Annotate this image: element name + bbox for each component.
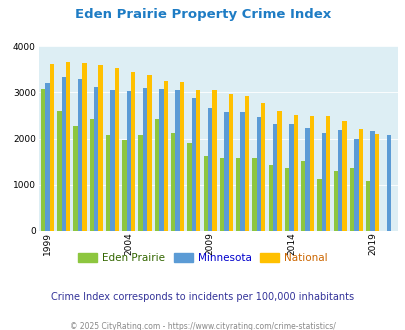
Bar bbox=[171, 133, 175, 231]
Bar bbox=[358, 129, 362, 231]
Bar bbox=[228, 94, 232, 231]
Bar bbox=[277, 111, 281, 231]
Bar bbox=[175, 90, 179, 231]
Text: © 2025 CityRating.com - https://www.cityrating.com/crime-statistics/: © 2025 CityRating.com - https://www.city… bbox=[70, 322, 335, 330]
Bar bbox=[90, 119, 94, 231]
Bar bbox=[147, 75, 151, 231]
Bar bbox=[272, 124, 277, 231]
Bar bbox=[115, 68, 119, 231]
Bar bbox=[353, 139, 358, 231]
Bar bbox=[349, 168, 353, 231]
Bar bbox=[57, 111, 62, 231]
Bar bbox=[284, 168, 288, 231]
Bar bbox=[252, 158, 256, 231]
Bar bbox=[374, 134, 378, 231]
Bar bbox=[98, 65, 102, 231]
Bar bbox=[62, 77, 66, 231]
Bar bbox=[260, 103, 265, 231]
Bar bbox=[187, 143, 191, 231]
Bar bbox=[163, 81, 168, 231]
Bar bbox=[309, 116, 313, 231]
Bar bbox=[212, 90, 216, 231]
Bar bbox=[317, 179, 321, 231]
Bar bbox=[370, 131, 374, 231]
Bar bbox=[337, 130, 341, 231]
Bar bbox=[49, 64, 54, 231]
Bar bbox=[196, 90, 200, 231]
Bar bbox=[207, 108, 212, 231]
Bar bbox=[321, 133, 325, 231]
Bar bbox=[41, 89, 45, 231]
Bar bbox=[333, 171, 337, 231]
Bar bbox=[219, 157, 224, 231]
Bar bbox=[45, 83, 49, 231]
Bar bbox=[131, 72, 135, 231]
Bar bbox=[325, 116, 330, 231]
Bar bbox=[268, 165, 272, 231]
Bar bbox=[78, 80, 82, 231]
Bar bbox=[106, 135, 110, 231]
Bar bbox=[82, 63, 86, 231]
Bar bbox=[301, 161, 305, 231]
Bar bbox=[179, 82, 184, 231]
Bar bbox=[122, 140, 126, 231]
Bar bbox=[224, 112, 228, 231]
Bar bbox=[240, 112, 244, 231]
Bar bbox=[203, 156, 207, 231]
Bar bbox=[341, 121, 346, 231]
Bar bbox=[305, 127, 309, 231]
Bar bbox=[235, 157, 240, 231]
Bar bbox=[66, 62, 70, 231]
Text: Crime Index corresponds to incidents per 100,000 inhabitants: Crime Index corresponds to incidents per… bbox=[51, 292, 354, 302]
Bar bbox=[94, 87, 98, 231]
Bar bbox=[73, 126, 78, 231]
Bar bbox=[293, 115, 297, 231]
Bar bbox=[154, 119, 159, 231]
Bar bbox=[386, 135, 390, 231]
Legend: Eden Prairie, Minnesota, National: Eden Prairie, Minnesota, National bbox=[74, 248, 331, 267]
Bar bbox=[256, 117, 260, 231]
Bar bbox=[365, 181, 370, 231]
Bar bbox=[126, 90, 131, 231]
Text: Eden Prairie Property Crime Index: Eden Prairie Property Crime Index bbox=[75, 8, 330, 21]
Bar bbox=[110, 90, 115, 231]
Bar bbox=[159, 89, 163, 231]
Bar bbox=[244, 96, 249, 231]
Bar bbox=[143, 88, 147, 231]
Bar bbox=[191, 98, 196, 231]
Bar bbox=[288, 124, 293, 231]
Bar bbox=[138, 135, 143, 231]
